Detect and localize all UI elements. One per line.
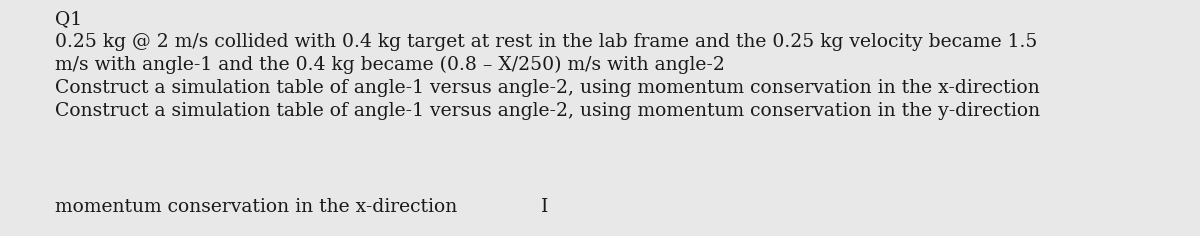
Text: m/s with angle-1 and the 0.4 kg became (0.8 – X/250) m/s with angle-2: m/s with angle-1 and the 0.4 kg became (… <box>55 56 725 74</box>
Text: Q1: Q1 <box>55 10 82 28</box>
Text: 0.25 kg @ 2 m/s collided with 0.4 kg target at rest in the lab frame and the 0.2: 0.25 kg @ 2 m/s collided with 0.4 kg tar… <box>55 33 1037 51</box>
Text: I: I <box>541 198 548 216</box>
Text: momentum conservation in the x-direction: momentum conservation in the x-direction <box>55 198 457 216</box>
Text: Construct a simulation table of angle-1 versus angle-2, using momentum conservat: Construct a simulation table of angle-1 … <box>55 102 1040 120</box>
Text: Construct a simulation table of angle-1 versus angle-2, using momentum conservat: Construct a simulation table of angle-1 … <box>55 79 1039 97</box>
